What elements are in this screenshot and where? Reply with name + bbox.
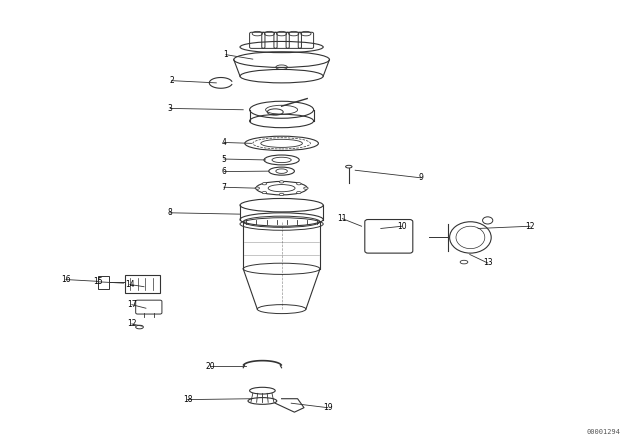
- Ellipse shape: [303, 187, 308, 190]
- Ellipse shape: [280, 194, 284, 196]
- Text: 7: 7: [221, 183, 227, 192]
- Ellipse shape: [255, 187, 260, 190]
- Text: 20: 20: [205, 362, 215, 370]
- Text: 12: 12: [127, 319, 136, 328]
- Text: 11: 11: [338, 214, 347, 223]
- Ellipse shape: [296, 183, 301, 185]
- Text: 19: 19: [323, 403, 333, 412]
- Text: 8: 8: [168, 208, 173, 217]
- Ellipse shape: [262, 183, 267, 185]
- Text: 4: 4: [221, 138, 227, 147]
- Text: 14: 14: [125, 280, 135, 289]
- Text: 12: 12: [525, 222, 534, 231]
- Text: 2: 2: [169, 76, 174, 85]
- Ellipse shape: [280, 181, 284, 183]
- Text: 00001294: 00001294: [587, 429, 621, 435]
- Text: 1: 1: [223, 50, 228, 59]
- Text: 3: 3: [168, 104, 173, 113]
- Text: 15: 15: [93, 277, 103, 286]
- Ellipse shape: [262, 191, 267, 194]
- Text: 16: 16: [61, 275, 71, 284]
- Ellipse shape: [296, 191, 301, 194]
- Text: 17: 17: [127, 300, 137, 309]
- Text: 18: 18: [183, 395, 192, 404]
- Text: 6: 6: [221, 167, 227, 176]
- Text: 9: 9: [419, 173, 424, 182]
- Text: 13: 13: [483, 258, 493, 267]
- Text: 5: 5: [221, 155, 227, 164]
- Text: 10: 10: [397, 222, 407, 231]
